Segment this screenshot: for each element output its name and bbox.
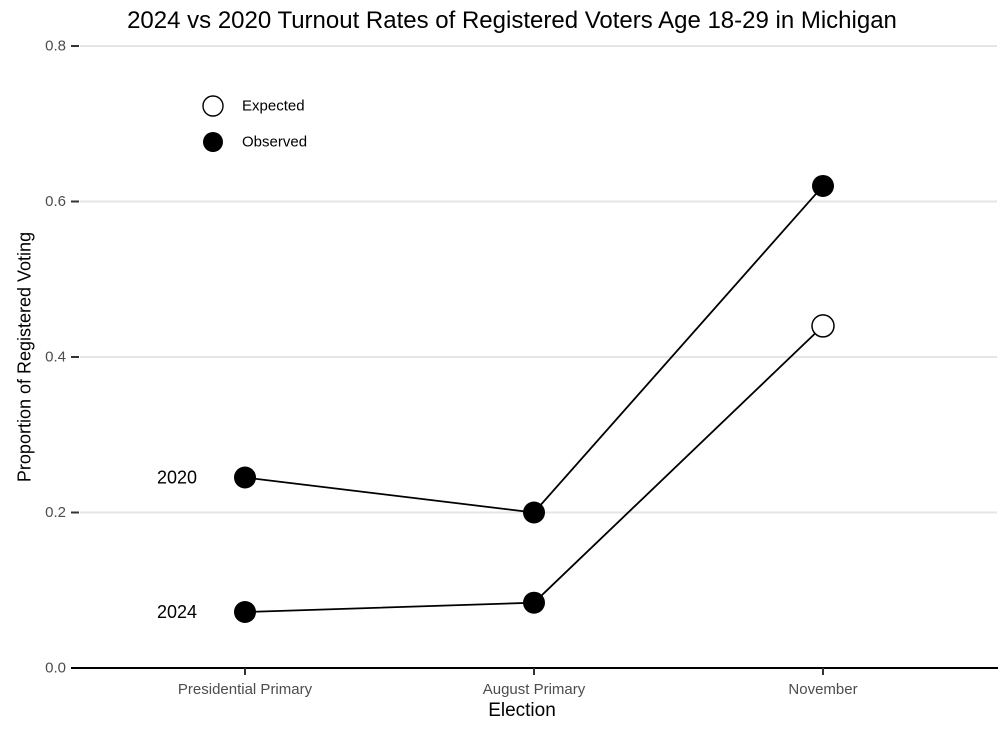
series-line-2020	[244, 185, 824, 514]
y-axis-tick-label: 0.8	[45, 38, 66, 55]
data-point-2020-november	[812, 174, 834, 197]
legend-label-observed: Observed	[242, 134, 307, 151]
x-axis-tick-label: Presidential Primary	[178, 681, 313, 698]
data-point-2020-presidential-primary	[234, 466, 256, 489]
series-line-2024	[244, 325, 824, 613]
legend-marker-observed-filled-circle-icon	[203, 132, 223, 152]
y-axis-tick-label: 0.2	[45, 504, 66, 521]
y-axis-tick-label: 0.0	[45, 660, 66, 677]
data-point-2024-presidential-primary	[234, 601, 256, 624]
y-axis-tick-label: 0.6	[45, 193, 66, 210]
series-label-2024: 2024	[157, 602, 197, 622]
legend-marker-expected-open-circle-icon	[202, 95, 224, 117]
x-axis-title: Election	[488, 700, 556, 721]
data-point-2020-august-primary	[523, 501, 545, 524]
data-point-2024-august-primary	[523, 591, 545, 614]
x-axis-tick-label: November	[788, 681, 857, 698]
y-axis-tick-label: 0.4	[45, 349, 66, 366]
legend-label-expected: Expected	[242, 98, 305, 115]
series-label-2020: 2020	[157, 468, 197, 488]
chart-title: 2024 vs 2020 Turnout Rates of Registered…	[127, 7, 897, 34]
data-point-2024-november	[811, 314, 835, 338]
x-axis-tick-label: August Primary	[483, 681, 586, 698]
